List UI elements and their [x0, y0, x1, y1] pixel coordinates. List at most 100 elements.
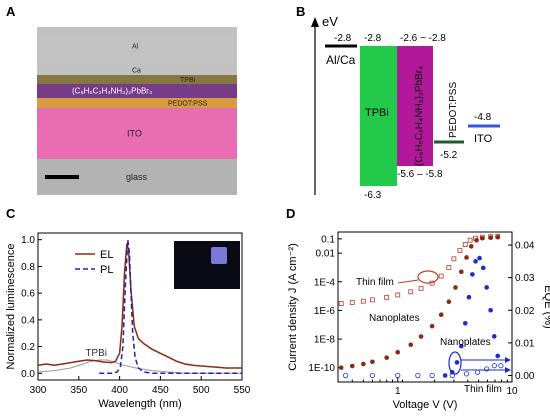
plot-c-y-tick-label: 0.6 — [21, 289, 35, 300]
sem-layer-label: ITO — [127, 129, 142, 139]
plot-c-y-tick-label: 0.8 — [21, 262, 35, 273]
nanoplates-eqe-point — [488, 307, 493, 313]
eqe-arrowhead-upper — [505, 357, 511, 363]
annotation-nanoplates-eqe: Nanoplates — [440, 337, 491, 348]
nanoplates-j-point — [446, 299, 452, 305]
tpbi-annotation: TPBi — [85, 348, 107, 359]
plot-c-x-tick-label: 450 — [152, 385, 169, 396]
sem-layer — [37, 75, 237, 84]
plot-d-x-label: Voltage V (V) — [393, 399, 458, 411]
sem-layer-label: TPBi — [180, 77, 196, 84]
thin-film-j-point — [451, 256, 457, 262]
nanoplates-j-point — [370, 359, 375, 365]
plot-d-y-tick-label: 1E-4 — [314, 277, 336, 288]
sem-layer-label: PEDOT:PSS — [168, 100, 208, 107]
perovskite-homo-value: -5.6 – -5.8 — [397, 169, 443, 180]
nanoplates-j-point — [361, 361, 366, 367]
perovskite-band — [397, 46, 433, 166]
panel-letter-b: B — [296, 4, 305, 19]
nanoplates-j-point — [495, 234, 501, 240]
plot-d-x-tick-label: 1 — [395, 386, 401, 397]
sem-layer — [37, 98, 237, 108]
sem-layer-label: Ca — [132, 67, 141, 74]
sem-layer — [37, 27, 237, 65]
thin-film-j-point — [446, 265, 452, 270]
nanoplates-j-point — [453, 285, 458, 290]
plot-c-y-tick-label: 1.0 — [21, 235, 35, 246]
nanoplates-j-point — [395, 349, 401, 355]
perovskite-label: (C₆H₅C₂H₄NH₃)₂PbBr₄ — [414, 66, 425, 166]
pedot-label: PEDOT:PSS — [448, 82, 459, 138]
plot-d-y-tick-label: 0.1 — [321, 234, 335, 245]
plot-d-y2-tick-label: 0.01 — [515, 338, 535, 349]
annotation-thin-film-j: Thin film — [356, 277, 394, 288]
plot-c-y-tick-label: 0.0 — [21, 369, 35, 380]
nanoplates-eqe-point — [480, 265, 486, 271]
panel-letter-a: A — [6, 4, 16, 19]
annotation-thin-film-eqe: Thin film — [464, 384, 502, 395]
thin-film-j-point — [369, 297, 375, 303]
nanoplates-j-point — [408, 342, 414, 348]
thin-film-j-point — [462, 242, 468, 247]
nanoplates-j-point — [474, 237, 479, 243]
thin-film-j-point — [384, 295, 390, 300]
nanoplates-j-point — [349, 363, 355, 369]
legend-label-el: EL — [100, 249, 113, 261]
panel-d: D 1 10 1E-10 1E-8 1E-6 1E-4 0.01 0.1 0.00 0.01 0.0… — [286, 206, 550, 411]
thin-film-j-point — [438, 273, 444, 279]
plot-d-y2-label: EQE (%) — [542, 285, 550, 328]
plot-d-y2-tick-label: 0.03 — [515, 273, 535, 284]
plot-d-y-label: Current density J (A cm⁻²) — [287, 243, 299, 370]
nanoplates-eqe-point — [442, 373, 448, 378]
ito-label: ITO — [474, 133, 493, 145]
scale-bar — [45, 175, 79, 179]
sem-layer — [37, 108, 237, 159]
panel-letter-d: D — [286, 206, 295, 221]
nanoplates-j-point — [468, 244, 474, 249]
plot-c-frame — [37, 232, 243, 381]
tpbi-lumo-value: -2.8 — [364, 33, 382, 44]
legend-label-pl: PL — [100, 264, 113, 276]
plot-d-x-tick-label: 10 — [506, 386, 518, 397]
nanoplates-j-point — [418, 334, 424, 339]
nanoplates-j-point — [438, 312, 444, 318]
nanoplates-eqe-point — [459, 343, 464, 349]
plot-c-x-tick-label: 350 — [70, 385, 87, 396]
thin-film-eqe-point — [395, 372, 401, 379]
nanoplates-eqe-point — [477, 255, 482, 261]
inset-photo — [174, 241, 240, 289]
thin-film-eqe-point — [498, 363, 504, 369]
energy-axis-arrowhead — [311, 17, 319, 27]
thin-film-eqe-point — [343, 372, 349, 379]
thin-film-j-point — [457, 248, 463, 254]
pl-series-line — [99, 239, 242, 375]
eqe-arrowhead-lower — [505, 367, 511, 373]
nanoplates-j-point — [480, 235, 485, 241]
tpbi-homo-value: -6.3 — [364, 190, 382, 201]
panel-b: B eV -2.8 Al/Ca -2.8 -6.3 TPBi -2.6 ~ -2.8 -5.… — [296, 4, 500, 201]
plot-d-y2-tick-label: 0.02 — [515, 306, 535, 317]
nanoplates-eqe-point — [473, 259, 478, 264]
nanoplates-eqe-point — [470, 272, 475, 277]
sem-layer-label: Al — [132, 43, 139, 50]
thin-film-eqe-point — [369, 372, 375, 379]
plot-c-x-tick-label: 550 — [234, 385, 251, 396]
nanoplates-eqe-point — [484, 285, 489, 290]
plot-c-x-tick-label: 500 — [193, 385, 210, 396]
inset-emission-spot — [211, 247, 227, 264]
plot-d-y2-tick-label: 0.00 — [515, 371, 535, 382]
al-ca-label: Al/Ca — [326, 53, 356, 67]
thin-film-j-point — [360, 298, 366, 304]
plot-d-frame — [337, 231, 513, 383]
plot-d-y-tick-label: 1E-8 — [314, 335, 336, 346]
thin-film-eqe-point — [415, 372, 421, 379]
sem-layer-label: glass — [126, 172, 148, 182]
sem-layer — [37, 84, 237, 98]
nanoplates-j-point — [464, 255, 469, 260]
plot-c-x-tick-label: 400 — [111, 385, 128, 396]
panel-letter-c: C — [6, 206, 16, 221]
nanoplates-eqe-point — [492, 334, 497, 339]
thin-film-j-point — [338, 301, 344, 306]
thin-film-j-point — [395, 292, 401, 298]
